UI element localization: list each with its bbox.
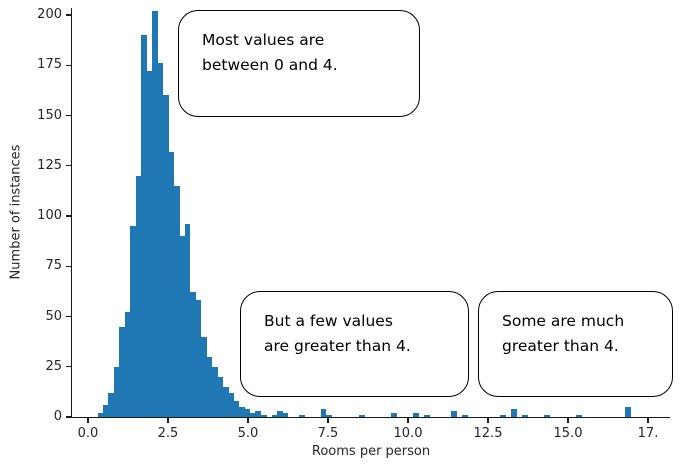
y-tick-label: 50 (45, 308, 62, 324)
y-axis-spine (70, 8, 72, 419)
histogram-bar (249, 412, 256, 417)
histogram-bar (135, 175, 142, 417)
callout-few-values-greater: But a few values are greater than 4. (240, 291, 469, 397)
y-tick-label: 125 (37, 157, 62, 173)
histogram-bar (462, 414, 468, 417)
x-tick-label: 17. (637, 426, 659, 441)
x-tick-label: 10.0 (393, 426, 423, 441)
histogram-bar (124, 312, 131, 417)
x-tick-label: 0.0 (77, 426, 99, 441)
callout-text-line: are greater than 4. (264, 337, 411, 355)
histogram-bar (157, 63, 164, 417)
x-axis-label: Rooms per person (311, 444, 431, 459)
histogram-bar (282, 412, 289, 417)
histogram-bar (413, 412, 419, 417)
y-tick-mark (65, 165, 71, 167)
callout-text-line: Some are much (502, 312, 625, 330)
histogram-bar (391, 412, 398, 417)
callout-text-line: Most values are (202, 31, 325, 49)
x-tick-label: 15.0 (553, 426, 583, 441)
histogram-bar (97, 412, 104, 417)
histogram-bar (130, 226, 137, 417)
histogram-bar (271, 414, 278, 417)
histogram-bar (146, 71, 153, 417)
y-tick-label: 175 (37, 57, 62, 73)
histogram-bar (103, 404, 109, 417)
x-tick-label: 7.5 (317, 426, 339, 441)
y-tick-mark (65, 215, 71, 217)
x-tick-mark (567, 418, 569, 424)
histogram-bar (152, 11, 158, 417)
histogram-bar (298, 414, 305, 417)
histogram-bar (113, 366, 120, 417)
histogram-bar (255, 410, 262, 417)
histogram-bar (576, 414, 583, 417)
callout-text-line: between 0 and 4. (202, 56, 338, 74)
histogram-bar (222, 386, 229, 417)
x-tick-mark (87, 418, 89, 424)
y-tick-label: 25 (45, 358, 62, 374)
histogram-bar (168, 151, 175, 417)
histogram-bar (521, 414, 528, 417)
histogram-bar (239, 406, 245, 417)
histogram-bar (179, 236, 186, 417)
callout-much-greater: Some are much greater than 4. (478, 291, 673, 397)
histogram-bar (217, 376, 224, 417)
histogram-bar (195, 300, 202, 417)
histogram-bar (326, 414, 332, 417)
x-axis-spine (70, 417, 670, 419)
histogram-bar (228, 392, 234, 417)
y-tick-mark (65, 416, 71, 418)
y-tick-mark (65, 64, 71, 66)
x-tick-mark (487, 418, 489, 424)
histogram-bar (358, 414, 365, 417)
histogram-bar (625, 406, 632, 417)
x-tick-mark (247, 418, 249, 424)
y-tick-label: 75 (45, 258, 62, 274)
x-tick-label: 12.5 (473, 426, 503, 441)
y-tick-label: 0 (53, 409, 62, 424)
histogram-bar (211, 366, 218, 417)
y-tick-mark (65, 366, 71, 368)
histogram-bar (108, 392, 115, 417)
histogram-bar (119, 326, 126, 417)
histogram-bar (200, 336, 207, 417)
callout-text-line: greater than 4. (502, 337, 619, 355)
x-tick-label: 2.5 (157, 426, 179, 441)
y-tick-mark (65, 315, 71, 318)
x-tick-mark (647, 418, 649, 424)
histogram-bar (206, 356, 213, 417)
histogram-bar (173, 185, 180, 417)
y-tick-label: 150 (37, 107, 62, 123)
y-tick-mark (65, 14, 71, 16)
callout-text-line: But a few values (264, 312, 393, 330)
y-tick-label: 100 (37, 208, 62, 224)
histogram-bar (277, 410, 283, 417)
histogram-bar (244, 408, 251, 417)
histogram-bar (424, 414, 430, 417)
y-tick-label: 200 (37, 7, 62, 23)
histogram-bar (451, 410, 458, 417)
y-tick-mark (65, 265, 71, 267)
histogram-bar (233, 400, 240, 417)
histogram-bar (162, 95, 169, 417)
histogram-bar (190, 292, 196, 417)
histogram-bar (500, 414, 506, 417)
histogram-bar (184, 224, 191, 417)
histogram-bar (543, 414, 550, 417)
y-tick-mark (65, 114, 71, 117)
histogram-bar (141, 35, 147, 417)
callout-most-values: Most values are between 0 and 4. (178, 10, 420, 117)
x-tick-mark (167, 418, 169, 424)
histogram-bar (320, 408, 327, 417)
x-tick-mark (327, 418, 329, 424)
histogram-bar (260, 414, 267, 417)
histogram-bar (511, 408, 517, 417)
x-tick-mark (407, 418, 409, 424)
x-tick-label: 5.0 (237, 426, 259, 441)
